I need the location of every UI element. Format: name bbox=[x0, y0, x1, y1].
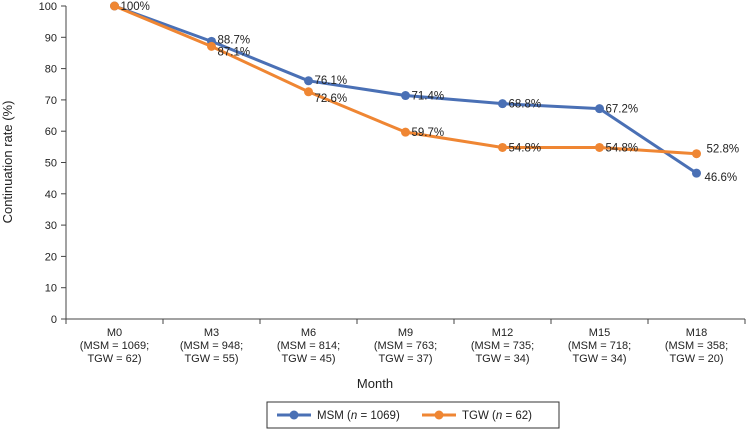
data-label-tgw: 72.6% bbox=[315, 93, 348, 105]
y-axis-title: Continuation rate (%) bbox=[0, 101, 15, 224]
data-point-msm bbox=[498, 99, 507, 109]
legend-swatch-marker bbox=[434, 410, 444, 420]
legend-label: MSM (n = 1069) bbox=[317, 410, 400, 422]
series-tgw: 100% 87.1% 72.6% 59.7% 54.8% 54.8% 52.8% bbox=[110, 1, 740, 159]
x-category-label: M3 (MSM = 948; TGW = 55) bbox=[180, 327, 243, 365]
data-label-msm: 88.7% bbox=[218, 34, 251, 46]
y-tick-label: 70 bbox=[45, 95, 57, 107]
data-point-msm bbox=[595, 104, 604, 114]
legend-label: TGW (n = 62) bbox=[462, 410, 532, 422]
data-point-tgw bbox=[692, 149, 701, 159]
legend-swatch-marker bbox=[289, 410, 299, 420]
x-category-label: M9 (MSM = 763; TGW = 37) bbox=[374, 327, 437, 365]
y-tick-label: 60 bbox=[45, 126, 57, 138]
y-tick-label: 10 bbox=[45, 283, 57, 295]
y-tick-label: 80 bbox=[45, 64, 57, 76]
y-tick-label: 90 bbox=[45, 32, 57, 44]
data-label-msm: 68.8% bbox=[509, 99, 542, 111]
y-tick-label: 100 bbox=[39, 1, 57, 13]
series-msm: 88.7% 76.1% 71.4% 68.8% 67.2% 46.6% bbox=[110, 1, 738, 184]
y-axis: 0 10 20 30 40 50 60 70 80 90 100 bbox=[39, 1, 67, 326]
data-label-msm: 71.4% bbox=[412, 91, 445, 103]
data-label-tgw: 54.8% bbox=[606, 142, 639, 154]
data-label-tgw: 100% bbox=[121, 1, 150, 13]
legend-box bbox=[266, 401, 560, 429]
legend-entry-msm: MSM (n = 1069) bbox=[277, 410, 400, 422]
x-category-label: M12 (MSM = 735; TGW = 34) bbox=[471, 327, 534, 365]
legend-entry-tgw: TGW (n = 62) bbox=[422, 410, 532, 422]
data-point-tgw bbox=[207, 41, 216, 51]
data-point-tgw bbox=[304, 87, 313, 97]
data-label-msm: 67.2% bbox=[606, 104, 639, 116]
x-category-label: M6 (MSM = 814; TGW = 45) bbox=[277, 327, 340, 365]
y-tick-label: 30 bbox=[45, 220, 57, 232]
y-tick-label: 50 bbox=[45, 158, 57, 170]
data-label-tgw: 52.8% bbox=[707, 144, 740, 156]
y-tick-label: 40 bbox=[45, 189, 57, 201]
x-category-label: M15 (MSM = 718; TGW = 34) bbox=[568, 327, 631, 365]
data-label-tgw: 54.8% bbox=[509, 142, 542, 154]
data-point-msm bbox=[692, 168, 701, 178]
y-tick-label: 0 bbox=[51, 314, 57, 326]
x-axis: M0 (MSM = 1069; TGW = 62) M3 (MSM = 948; TGW … bbox=[65, 318, 746, 365]
data-label-tgw: 87.1% bbox=[218, 46, 251, 58]
y-tick-label: 20 bbox=[45, 251, 57, 263]
data-label-msm: 76.1% bbox=[315, 75, 348, 87]
x-category-label: M18 (MSM = 358; TGW = 20) bbox=[665, 327, 728, 365]
data-point-tgw bbox=[110, 1, 119, 11]
data-point-msm bbox=[304, 76, 313, 86]
x-axis-title: Month bbox=[357, 376, 393, 391]
data-label-tgw: 59.7% bbox=[412, 127, 445, 139]
data-point-tgw bbox=[498, 142, 507, 152]
series-layer: 88.7% 76.1% 71.4% 68.8% 67.2% 46.6% 100% 87.1% 7… bbox=[110, 1, 739, 184]
data-label-msm: 46.6% bbox=[705, 172, 738, 184]
x-category-label: M0 (MSM = 1069; TGW = 62) bbox=[80, 327, 149, 365]
data-point-msm bbox=[401, 91, 410, 101]
legend: MSM (n = 1069) TGW (n = 62) bbox=[266, 401, 560, 429]
data-point-tgw bbox=[401, 127, 410, 137]
data-point-tgw bbox=[595, 142, 604, 152]
